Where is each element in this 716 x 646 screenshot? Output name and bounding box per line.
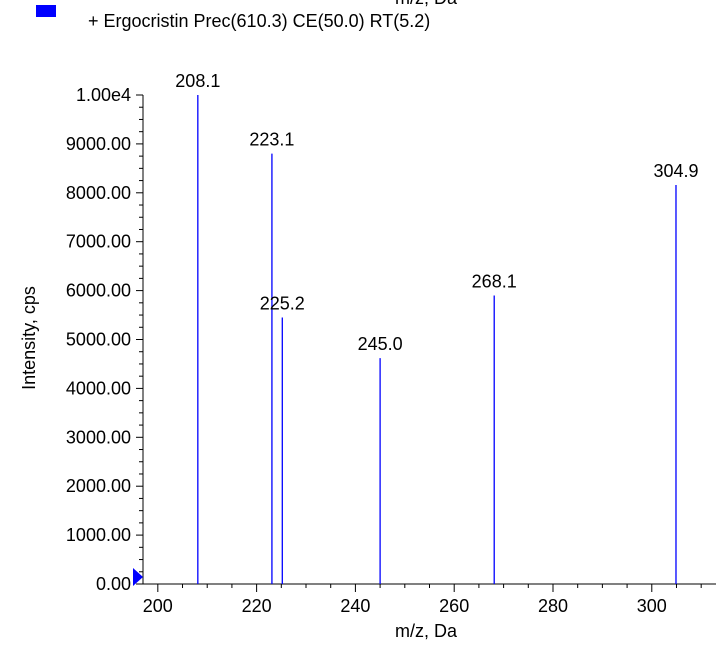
x-tick-label: 220	[242, 596, 272, 616]
y-tick-label: 0.00	[96, 574, 131, 594]
y-tick-label: 9000.00	[66, 134, 131, 154]
peak-label: 245.0	[358, 334, 403, 354]
y-axis-title: Intensity, cps	[19, 286, 39, 390]
legend-label: + Ergocristin Prec(610.3) CE(50.0) RT(5.…	[88, 11, 430, 31]
y-tick-label: 1.00e4	[76, 85, 131, 105]
peak-label: 225.2	[260, 293, 305, 313]
peaks: 208.1 223.1 225.2 245.0 268.1 304.9	[175, 71, 699, 584]
y-tick-label: 7000.00	[66, 232, 131, 252]
y-tick-label: 3000.00	[66, 427, 131, 447]
x-tick-label: 260	[439, 596, 469, 616]
y-tick-label: 2000.00	[66, 476, 131, 496]
y-tick-label: 4000.00	[66, 378, 131, 398]
x-tick-label: 300	[637, 596, 667, 616]
peak-label: 304.9	[653, 161, 698, 181]
peak-label: 223.1	[249, 130, 294, 150]
x-axis: 200 220 240 260 280 300	[143, 583, 716, 616]
x-axis-title: m/z, Da	[395, 621, 458, 641]
y-tick-label: 1000.00	[66, 525, 131, 545]
x-tick-label: 240	[340, 596, 370, 616]
origin-marker-icon	[133, 568, 143, 586]
y-tick-label: 8000.00	[66, 183, 131, 203]
y-tick-label: 6000.00	[66, 281, 131, 301]
peak-label: 268.1	[472, 271, 517, 291]
y-axis: 0.00 1000.00 2000.00 3000.00 4000.00 5000.00 6…	[66, 85, 144, 594]
peak-label: 208.1	[175, 71, 220, 91]
legend-swatch	[36, 5, 56, 17]
x-tick-label: 280	[538, 596, 568, 616]
x-tick-label: 200	[143, 596, 173, 616]
cut-off-axis-label: m/z, Da	[395, 0, 458, 8]
y-tick-label: 5000.00	[66, 330, 131, 350]
